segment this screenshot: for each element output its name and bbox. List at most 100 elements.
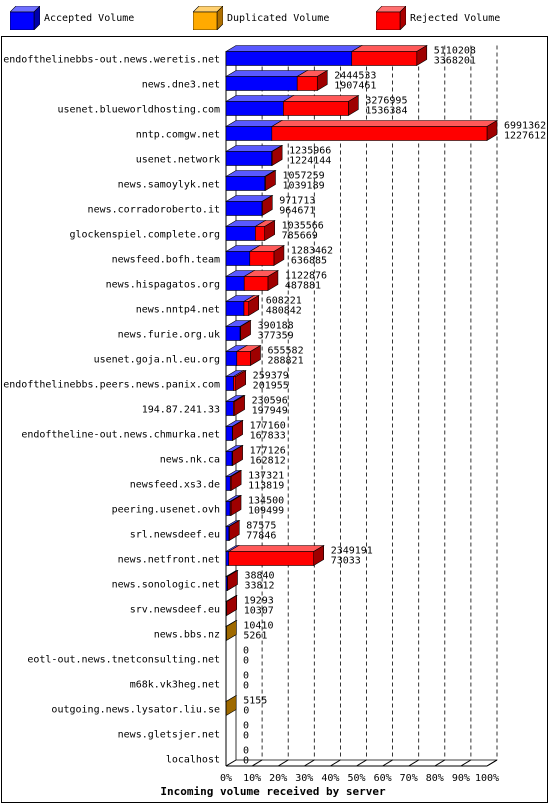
- accepted-value-label: 162812: [250, 456, 286, 467]
- bar-accepted: [225, 476, 231, 491]
- bar-rejected: [255, 226, 265, 241]
- x-tick-label: 60%: [374, 773, 392, 784]
- total-value-label: 2444533: [334, 71, 376, 82]
- accepted-value-label: 0: [243, 656, 249, 667]
- accepted-value-label: 0: [243, 756, 249, 767]
- total-value-label: 0: [243, 721, 249, 732]
- bar-accepted: [225, 326, 241, 341]
- category-label: outgoing.news.lysator.liu.se: [51, 705, 220, 716]
- bar-rejected: [229, 476, 232, 491]
- bar-accepted: [225, 151, 272, 166]
- bar-accepted: [225, 401, 234, 416]
- bar-accepted: [225, 551, 230, 566]
- bar-accepted: [225, 501, 231, 516]
- category-label: glockenspiel.complete.org: [69, 230, 220, 241]
- tick-mark: [434, 759, 446, 767]
- accepted-value-label: 197949: [252, 406, 288, 417]
- accepted-value-label: 480842: [266, 306, 302, 317]
- tick-mark: [277, 759, 289, 767]
- category-label: peering.usenet.ovh: [112, 505, 220, 516]
- x-tick-label: 90%: [452, 773, 470, 784]
- accepted-value-label: 10307: [244, 606, 274, 617]
- bar-duplicated-side: [226, 619, 237, 642]
- bar-rejected: [233, 376, 236, 391]
- category-label: usenet.network: [136, 155, 220, 166]
- total-value-label: 0: [243, 646, 249, 657]
- bar-accepted-top: [224, 70, 309, 77]
- x-tick-label: 30%: [295, 773, 313, 784]
- total-value-label: 259379: [253, 371, 289, 382]
- total-value-label: 177126: [250, 446, 286, 457]
- accepted-value-label: 1907461: [334, 81, 376, 92]
- accepted-value-label: 964671: [279, 206, 315, 217]
- total-value-label: 10410: [243, 621, 273, 632]
- category-label: news.hispagatos.org: [106, 280, 220, 291]
- bar-rejected-top: [350, 45, 428, 52]
- tick-mark: [225, 759, 237, 767]
- legend-label-duplicated: Duplicated Volume: [227, 13, 330, 24]
- accepted-value-label: 0: [243, 681, 249, 692]
- bar-rejected-top: [282, 95, 360, 102]
- bar-rejected: [243, 301, 250, 316]
- total-value-label: 390188: [258, 321, 294, 332]
- accepted-value-label: 77846: [246, 531, 276, 542]
- accepted-value-label: 113819: [248, 481, 284, 492]
- category-label: news.netfront.net: [118, 555, 220, 566]
- category-label: endofthelinebbs-out.news.weretis.net: [3, 55, 220, 66]
- category-label: news.gletsjer.net: [118, 730, 220, 741]
- tick-mark: [304, 759, 315, 767]
- total-value-label: 1057259: [282, 171, 324, 182]
- tick-mark: [486, 759, 498, 767]
- x-tick-label: 10%: [243, 773, 261, 784]
- bar-accepted: [225, 451, 233, 466]
- bar-rejected: [228, 551, 314, 566]
- total-value-label: 1283462: [291, 246, 333, 257]
- x-tick-label: 40%: [321, 773, 339, 784]
- bar-accepted: [225, 76, 298, 91]
- category-label: usenet.blueworldhosting.com: [57, 105, 220, 116]
- bar-duplicated-side: [225, 694, 237, 717]
- x-tick-label: 50%: [347, 773, 365, 784]
- bar-accepted: [225, 251, 251, 266]
- category-label: news.dne3.net: [142, 80, 220, 91]
- tick-mark: [330, 759, 341, 767]
- bar-accepted: [225, 101, 284, 116]
- category-label: newsfeed.xs3.de: [130, 480, 220, 491]
- category-label: srl.newsdeef.eu: [130, 530, 220, 541]
- total-value-label: 134500: [248, 496, 284, 507]
- total-value-label: 608221: [266, 296, 302, 307]
- accepted-value-label: 0: [243, 731, 249, 742]
- total-value-label: 0: [243, 746, 249, 757]
- bar-rejected-top: [270, 120, 499, 127]
- bar-accepted: [225, 376, 234, 391]
- accepted-value-label: 487881: [285, 281, 321, 292]
- total-value-label: 0: [243, 671, 249, 682]
- bar-accepted-top: [224, 95, 295, 102]
- legend: Accepted Volume Duplicated Volume Reject…: [0, 0, 550, 36]
- accepted-value-label: 0: [243, 706, 249, 717]
- x-tick-label: 70%: [400, 773, 418, 784]
- category-label: news.corradoroberto.it: [88, 205, 220, 216]
- bar-accepted: [225, 226, 256, 241]
- category-label: usenet.goja.nl.eu.org: [94, 355, 220, 366]
- total-value-label: 5155: [243, 696, 267, 707]
- tick-mark: [356, 759, 367, 767]
- bar-accepted: [225, 126, 273, 141]
- x-axis-label: Incoming volume received by server: [160, 785, 386, 798]
- legend-label-accepted: Accepted Volume: [44, 13, 135, 24]
- duplicated-swatch-icon: [193, 6, 223, 30]
- total-value-label: 230596: [252, 396, 288, 407]
- bar-rejected: [231, 451, 233, 466]
- category-label: endoftheline-out.news.chmurka.net: [21, 430, 220, 441]
- category-label: srv.newsdeef.eu: [130, 605, 220, 616]
- accepted-value-label: 288821: [267, 356, 303, 367]
- bar-rejected: [264, 176, 266, 191]
- tick-mark: [382, 759, 393, 767]
- total-value-label: 38840: [244, 571, 274, 582]
- category-label: m68k.vk3heg.net: [130, 680, 220, 691]
- x-tick-label: 80%: [426, 773, 444, 784]
- bar-accepted: [225, 51, 353, 66]
- x-tick-label: 20%: [269, 773, 287, 784]
- bar-rejected: [351, 51, 418, 66]
